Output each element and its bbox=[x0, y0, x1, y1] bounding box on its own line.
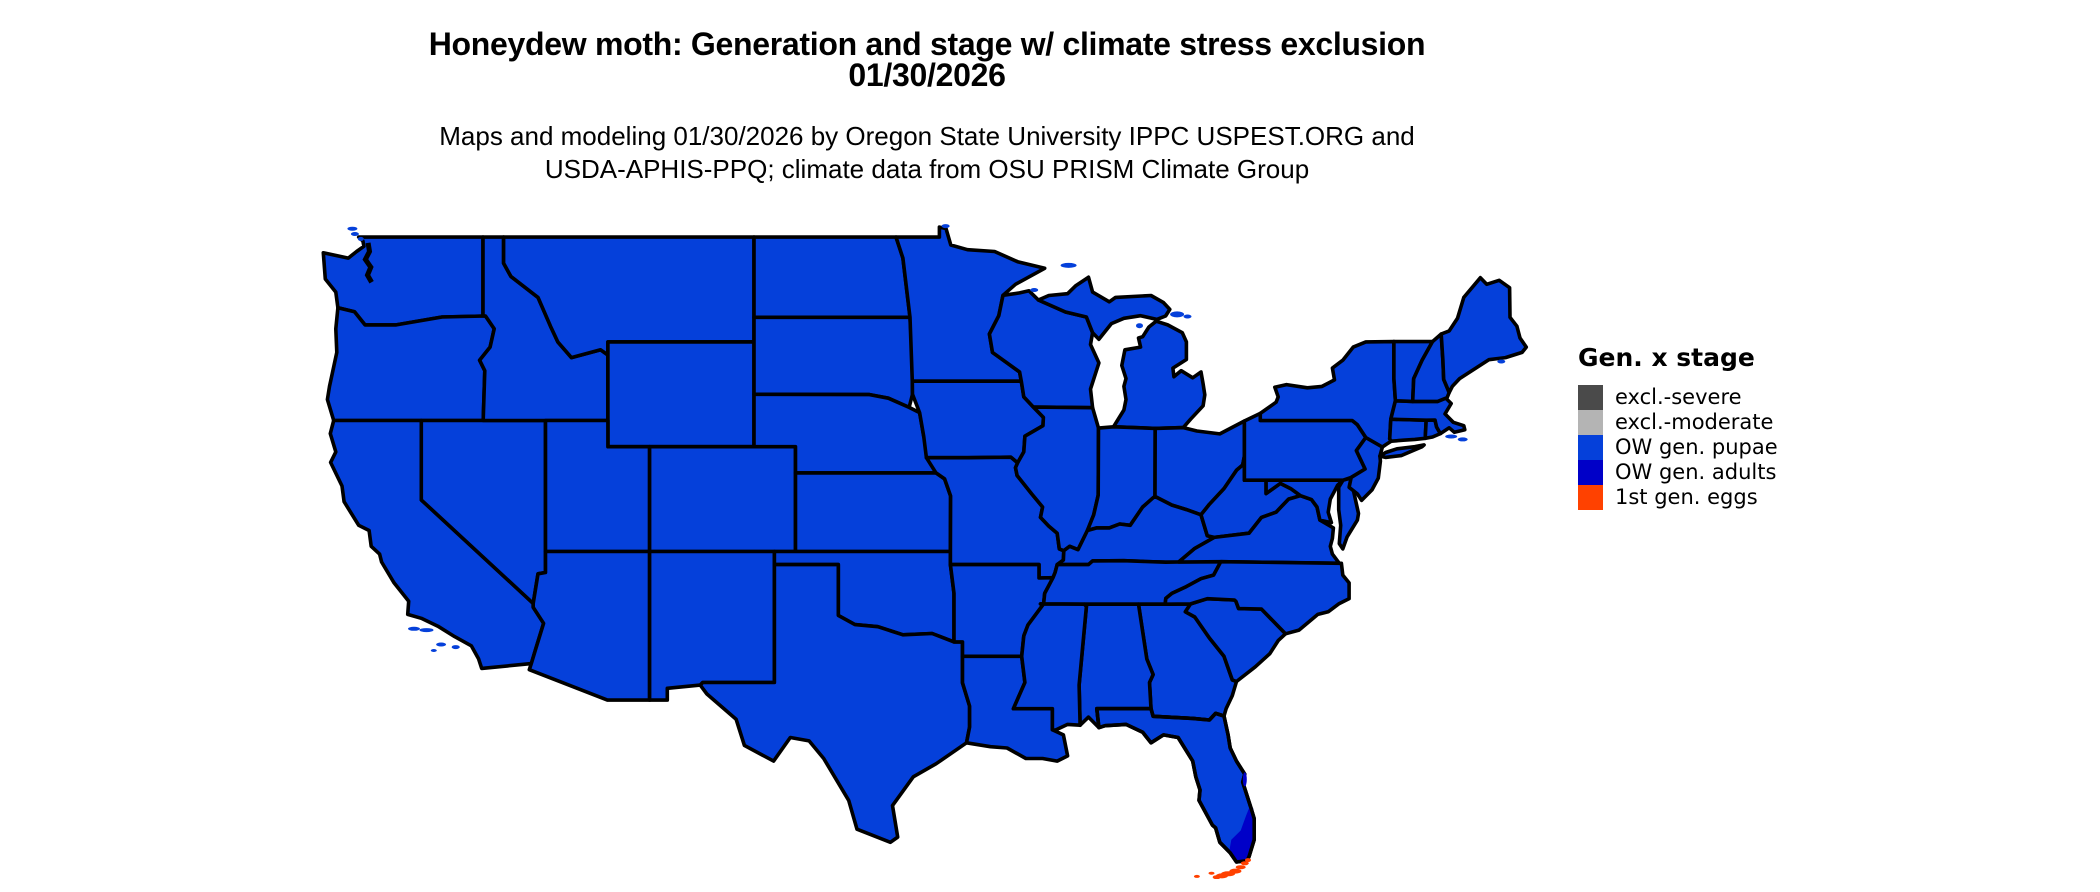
florida-keys-speck bbox=[1245, 858, 1251, 863]
legend-item: excl.-moderate bbox=[1578, 410, 1778, 435]
legend-item-label: OW gen. adults bbox=[1615, 460, 1777, 484]
island-speck bbox=[419, 628, 434, 633]
legend-item-label: OW gen. pupae bbox=[1615, 435, 1778, 459]
island-speck bbox=[1445, 434, 1458, 439]
adults-speck bbox=[1242, 772, 1247, 787]
south-florida-adults-region bbox=[1229, 808, 1255, 862]
puget-sound-inlet bbox=[362, 242, 374, 284]
state-shape bbox=[527, 549, 652, 702]
subtitle-credit-line1: Maps and modeling 01/30/2026 by Oregon S… bbox=[439, 121, 1415, 151]
state-shape bbox=[1036, 275, 1172, 342]
florida-keys-speck bbox=[1193, 874, 1200, 878]
island-speck bbox=[430, 649, 437, 652]
island-speck bbox=[357, 236, 364, 241]
state-shape bbox=[1336, 476, 1361, 551]
state-shape bbox=[1439, 275, 1529, 395]
state-shape bbox=[606, 340, 756, 449]
florida-keys-speck bbox=[1212, 875, 1221, 879]
island-speck bbox=[1457, 437, 1468, 442]
island-speck bbox=[408, 626, 420, 631]
island-speck bbox=[451, 645, 460, 650]
island-speck bbox=[941, 224, 950, 229]
island-speck bbox=[1497, 359, 1506, 364]
subtitle-credit-line2: USDA-APHIS-PPQ; climate data from OSU PR… bbox=[544, 154, 1310, 184]
florida-keys-speck bbox=[1208, 871, 1215, 875]
florida-keys-speck bbox=[1235, 865, 1246, 870]
legend-title: Gen. x stage bbox=[1578, 343, 1755, 372]
state-shape bbox=[1111, 319, 1207, 431]
state-shape bbox=[1242, 411, 1368, 482]
us-map bbox=[321, 224, 1529, 879]
state-shape bbox=[1378, 443, 1426, 460]
florida-outline bbox=[1095, 706, 1256, 864]
legend-item: 1st gen. eggs bbox=[1578, 485, 1778, 510]
legend-item: OW gen. pupae bbox=[1578, 435, 1778, 460]
state-shape bbox=[647, 444, 798, 554]
state-shape bbox=[1095, 706, 1256, 864]
legend-swatch-ow-pupae bbox=[1578, 435, 1603, 460]
page-title-date: 01/30/2026 bbox=[848, 57, 1006, 93]
state-shape bbox=[647, 549, 777, 702]
state-shape bbox=[1163, 559, 1351, 636]
state-shape bbox=[325, 306, 496, 423]
island-speck bbox=[1030, 288, 1039, 292]
florida-keys-speck bbox=[1240, 861, 1249, 866]
legend-swatch-ow-adults bbox=[1578, 460, 1603, 485]
page-title: Honeydew moth: Generation and stage w/ c… bbox=[428, 26, 1426, 62]
state-shape bbox=[793, 471, 953, 554]
legend-item-label: 1st gen. eggs bbox=[1615, 485, 1758, 509]
state-shape bbox=[1011, 602, 1089, 732]
island-speck bbox=[1060, 262, 1077, 268]
island-speck bbox=[1183, 314, 1192, 319]
island-speck bbox=[436, 642, 447, 647]
legend: Gen. x stage excl.-severe excl.-moderate… bbox=[1578, 343, 1778, 510]
state-shape bbox=[752, 235, 912, 320]
island-speck bbox=[350, 232, 359, 236]
legend-swatch-excl-severe bbox=[1578, 385, 1603, 410]
state-shape bbox=[1387, 417, 1428, 443]
legend-item: OW gen. adults bbox=[1578, 460, 1778, 485]
legend-swatch-excl-moderate bbox=[1578, 410, 1603, 435]
island-speck bbox=[1170, 311, 1185, 318]
island-speck bbox=[347, 226, 358, 231]
state-shape bbox=[698, 562, 972, 845]
legend-item: excl.-severe bbox=[1578, 385, 1778, 410]
legend-item-label: excl.-moderate bbox=[1615, 410, 1774, 434]
legend-swatch-1st-eggs bbox=[1578, 485, 1603, 510]
island-speck bbox=[1136, 323, 1143, 329]
state-shape bbox=[1264, 478, 1345, 525]
legend-item-label: excl.-severe bbox=[1615, 385, 1742, 409]
